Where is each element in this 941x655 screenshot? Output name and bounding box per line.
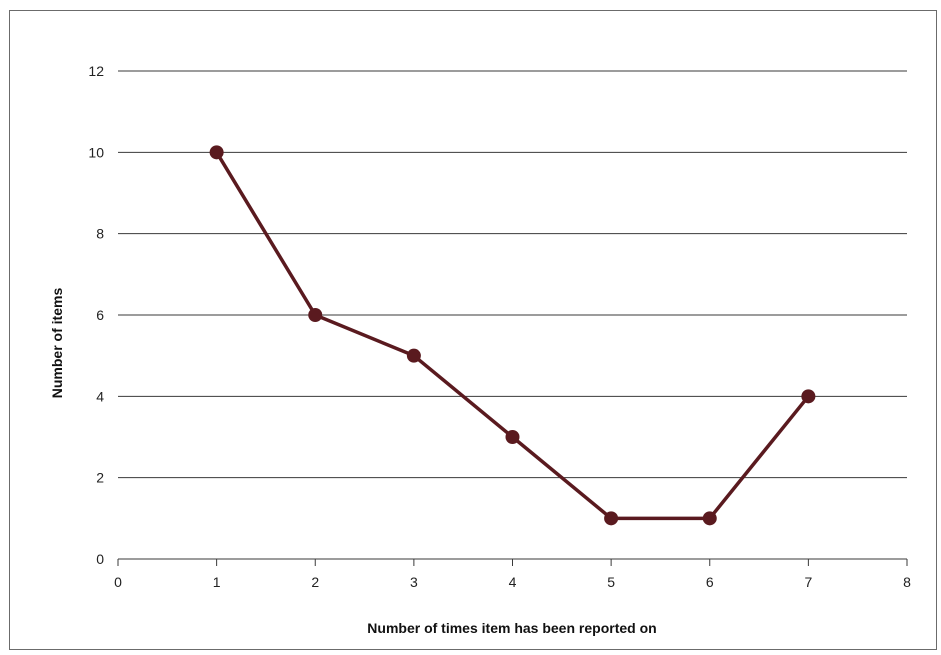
x-tick-label: 3 xyxy=(410,574,418,590)
data-point xyxy=(209,145,224,160)
y-tick-label: 10 xyxy=(88,144,104,160)
y-tick-label: 8 xyxy=(96,226,104,242)
x-axis-title: Number of times item has been reported o… xyxy=(367,620,656,636)
gridlines xyxy=(118,70,907,479)
y-axis-title: Number of items xyxy=(49,288,65,399)
data-point xyxy=(702,511,717,526)
x-tick-label: 0 xyxy=(114,574,122,590)
y-tick-label: 2 xyxy=(96,470,104,486)
data-point xyxy=(604,511,619,526)
x-tick-label: 5 xyxy=(607,574,615,590)
x-tick-label: 1 xyxy=(213,574,221,590)
series-line xyxy=(215,151,810,521)
data-point xyxy=(505,430,520,444)
y-tick-label: 4 xyxy=(96,388,104,404)
data-point xyxy=(801,389,816,404)
y-tick-label: 6 xyxy=(96,307,104,323)
x-tick-label: 6 xyxy=(706,574,714,590)
chart-frame xyxy=(9,10,937,650)
x-tick-label: 2 xyxy=(311,574,319,590)
y-tick-label: 12 xyxy=(88,63,104,79)
x-tick-label: 7 xyxy=(804,574,812,590)
x-tick-label: 4 xyxy=(509,574,517,590)
x-tick-label: 8 xyxy=(903,574,911,590)
data-point xyxy=(308,308,323,322)
series xyxy=(209,145,816,526)
y-tick-label: 0 xyxy=(96,551,104,567)
data-point xyxy=(406,348,421,363)
